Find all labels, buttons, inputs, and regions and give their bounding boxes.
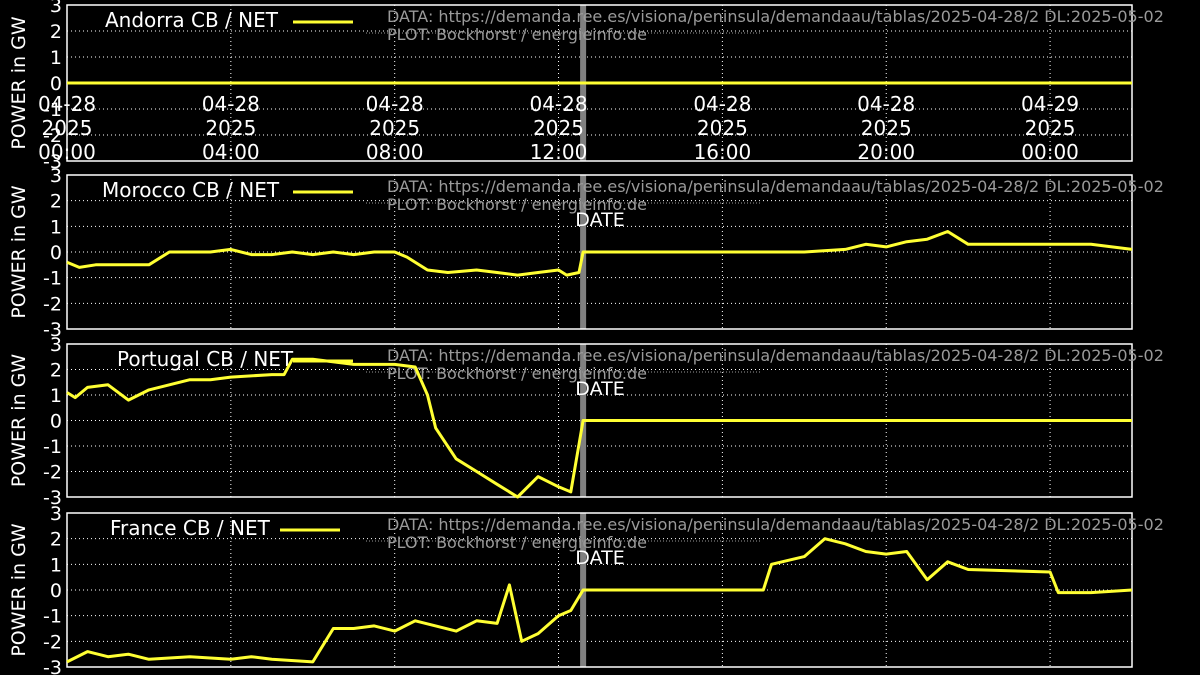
data-source-text: DATA: https://demanda.ree.es/visiona/pen… xyxy=(387,515,1164,534)
y-tick-label: 0 xyxy=(50,73,62,95)
x-tick-label: 04-28 xyxy=(693,92,751,116)
y-tick-label: 0 xyxy=(50,242,62,264)
y-tick-label: 2 xyxy=(50,191,62,213)
y-tick-label: 2 xyxy=(50,360,62,382)
x-tick-label: 2025 xyxy=(861,116,912,140)
y-tick-label: -2 xyxy=(43,631,62,653)
x-tick-label: 04:00 xyxy=(202,140,260,164)
x-tick-label: 00:00 xyxy=(1021,140,1079,164)
y-tick-label: 2 xyxy=(50,21,62,43)
data-source-text: DATA: https://demanda.ree.es/visiona/pen… xyxy=(387,7,1164,26)
y-tick-label: -2 xyxy=(43,125,62,147)
y-tick-label: -3 xyxy=(43,487,62,509)
x-tick-label: 04-28 xyxy=(366,92,424,116)
x-tick-label: 04-28 xyxy=(857,92,915,116)
x-tick-label: 2025 xyxy=(1025,116,1076,140)
y-tick-label: -1 xyxy=(43,436,62,458)
x-tick-label: 2025 xyxy=(42,116,93,140)
y-tick-label: -2 xyxy=(43,293,62,315)
y-tick-label: 1 xyxy=(50,216,62,238)
x-axis-label: DATE xyxy=(575,547,624,569)
x-tick-label: 04-29 xyxy=(1021,92,1079,116)
y-tick-label: -3 xyxy=(43,319,62,341)
y-tick-label: -3 xyxy=(43,657,62,675)
data-source-text: DATA: https://demanda.ree.es/visiona/pen… xyxy=(387,177,1164,196)
x-tick-label: 04-28 xyxy=(38,92,96,116)
y-tick-label: 1 xyxy=(50,385,62,407)
y-tick-label: 3 xyxy=(50,334,62,356)
legend-label: Andorra CB / NET xyxy=(105,8,279,32)
series-line xyxy=(66,230,1133,277)
y-tick-label: 3 xyxy=(50,0,62,17)
y-tick-label: 3 xyxy=(50,165,62,187)
y-axis-label: POWER in GW xyxy=(8,523,30,657)
legend-label: France CB / NET xyxy=(110,516,271,540)
plot-credit-text: PLOT: Bockhorst / energieinfo.de xyxy=(387,25,647,44)
y-tick-label: -3 xyxy=(43,151,62,173)
y-axis-label: POWER in GW xyxy=(8,16,30,150)
plot-credit-text: PLOT: Bockhorst / energieinfo.de xyxy=(387,364,647,383)
x-tick-label: 00:00 xyxy=(38,140,96,164)
y-axis-label: POWER in GW xyxy=(8,354,30,488)
x-tick-label: 12:00 xyxy=(530,140,588,164)
series-line xyxy=(66,537,1133,664)
x-tick-label: 20:00 xyxy=(857,140,915,164)
x-axis-label: DATE xyxy=(575,378,624,400)
x-tick-label: 2025 xyxy=(533,116,584,140)
x-tick-label: 16:00 xyxy=(694,140,752,164)
plot-credit-text: PLOT: Bockhorst / energieinfo.de xyxy=(387,195,647,214)
x-tick-label: 2025 xyxy=(205,116,256,140)
x-tick-label: 08:00 xyxy=(366,140,424,164)
x-axis-label: DATE xyxy=(575,209,624,231)
x-tick-label: 2025 xyxy=(697,116,748,140)
y-tick-label: -1 xyxy=(43,606,62,628)
y-tick-label: 0 xyxy=(50,580,62,602)
x-tick-label: 04-28 xyxy=(529,92,587,116)
legend-label: Morocco CB / NET xyxy=(102,178,280,202)
y-axis-label: POWER in GW xyxy=(8,185,30,319)
plot-frame xyxy=(66,174,1133,330)
y-tick-label: 1 xyxy=(50,554,62,576)
series-line xyxy=(66,357,1132,499)
legend-label: Portugal CB / NET xyxy=(117,347,294,371)
y-tick-label: 2 xyxy=(50,529,62,551)
y-tick-label: -1 xyxy=(43,99,62,121)
y-tick-label: -1 xyxy=(43,268,62,290)
data-source-text: DATA: https://demanda.ree.es/visiona/pen… xyxy=(387,346,1164,365)
y-tick-label: 1 xyxy=(50,47,62,69)
x-tick-label: 2025 xyxy=(369,116,420,140)
x-tick-label: 04-28 xyxy=(202,92,260,116)
y-tick-label: 3 xyxy=(50,503,62,525)
y-tick-label: 0 xyxy=(50,411,62,433)
plot-credit-text: PLOT: Bockhorst / energieinfo.de xyxy=(387,533,647,552)
y-tick-label: -2 xyxy=(43,462,62,484)
